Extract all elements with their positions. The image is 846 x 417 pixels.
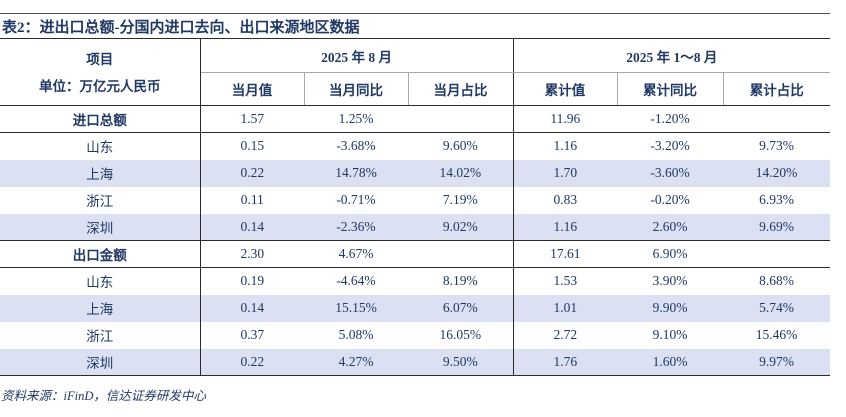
unit-label: 单位：万亿元人民币 bbox=[39, 79, 161, 94]
sub-header-monthly-yoy: 当月同比 bbox=[303, 72, 408, 106]
table-row: 山东 0.15 -3.68% 9.60% 1.16 -3.20% 9.73% bbox=[0, 132, 830, 160]
value-cell: 1.16 bbox=[512, 213, 618, 241]
sub-header-row: 当月值 当月同比 当月占比 累计值 累计同比 累计占比 bbox=[0, 72, 831, 106]
value-cell bbox=[408, 105, 514, 133]
value-cell: 0.22 bbox=[199, 348, 304, 376]
sub-header-cumulative-value: 累计值 bbox=[512, 72, 618, 106]
value-cell: 11.96 bbox=[512, 105, 618, 133]
table-row: 上海 0.22 14.78% 14.02% 1.70 -3.60% 14.20% bbox=[0, 159, 831, 187]
table-row: 上海 0.14 15.15% 6.07% 1.01 9.90% 5.74% bbox=[0, 294, 831, 322]
value-cell: 9.73% bbox=[759, 138, 794, 154]
sub-header-cumulative-share: 累计占比 bbox=[722, 72, 831, 106]
group-header-2025-1-8: 2025 年 1～8 月 bbox=[512, 38, 831, 73]
value-cell: -3.68% bbox=[336, 138, 376, 154]
data-table: 项目 单位：万亿元人民币 2025 年 8 月 2025 年 1～8 月 当月值… bbox=[0, 38, 831, 376]
value-cell: 0.14 bbox=[199, 294, 304, 322]
group-header-row: 项目 单位：万亿元人民币 2025 年 8 月 2025 年 1～8 月 bbox=[0, 38, 831, 106]
region-label: 上海 bbox=[86, 302, 114, 317]
value-cell: 1.01 bbox=[512, 294, 618, 322]
sub-header-monthly-value: 当月值 bbox=[199, 72, 304, 106]
value-cell: 16.05% bbox=[439, 327, 482, 342]
value-cell: -1.20% bbox=[617, 105, 724, 133]
value-cell: 8.19% bbox=[442, 273, 478, 289]
value-cell: 4.27% bbox=[304, 348, 408, 376]
value-cell: 0.83 bbox=[512, 186, 618, 214]
value-cell: 2.60% bbox=[652, 218, 688, 234]
value-cell: 3.90% bbox=[652, 273, 688, 289]
table-row: 进口总额 1.57 1.25% 11.96 -1.20% bbox=[0, 105, 831, 133]
value-cell: 0.19 bbox=[199, 267, 304, 295]
value-cell: 4.67% bbox=[304, 240, 408, 268]
value-cell bbox=[408, 240, 514, 268]
top-rule bbox=[0, 13, 830, 14]
value-cell: -0.20% bbox=[650, 192, 690, 207]
value-cell: -0.71% bbox=[336, 192, 376, 207]
value-cell: 17.61 bbox=[512, 240, 618, 268]
value-cell: 1.76 bbox=[512, 348, 618, 376]
value-cell: 9.02% bbox=[442, 218, 478, 234]
region-label: 深圳 bbox=[0, 348, 200, 376]
value-cell: 9.10% bbox=[652, 327, 688, 342]
project-label: 项目 bbox=[86, 52, 114, 67]
sub-header-cumulative-yoy: 累计同比 bbox=[616, 72, 724, 106]
value-cell: 0.11 bbox=[199, 186, 304, 214]
value-cell: 6.93% bbox=[759, 192, 794, 207]
region-label: 山东 bbox=[86, 275, 114, 291]
value-cell: 2.30 bbox=[199, 240, 304, 268]
value-cell: 15.15% bbox=[335, 300, 377, 315]
value-cell: 9.97% bbox=[723, 348, 831, 376]
value-cell: 9.90% bbox=[652, 300, 688, 315]
value-cell: -3.20% bbox=[650, 138, 690, 154]
value-cell: 1.25% bbox=[304, 105, 408, 133]
value-cell: 14.20% bbox=[755, 165, 798, 180]
value-cell: 6.90% bbox=[617, 240, 724, 268]
source-note: 资料来源：iFinD，信达证券研发中心 bbox=[1, 389, 206, 403]
table-row: 出口金额 2.30 4.67% 17.61 6.90% bbox=[0, 240, 831, 268]
value-cell: 1.70 bbox=[512, 159, 618, 187]
value-cell: 8.68% bbox=[759, 273, 794, 289]
sub-header-monthly-share: 当月占比 bbox=[407, 72, 514, 106]
value-cell: 14.78% bbox=[335, 165, 377, 180]
value-cell: 0.14 bbox=[199, 213, 304, 241]
table-row: 深圳 0.22 4.27% 9.50% 1.76 1.60% 9.97% bbox=[0, 348, 831, 376]
region-label: 上海 bbox=[86, 167, 114, 182]
table-row: 山东 0.19 -4.64% 8.19% 1.53 3.90% 8.68% bbox=[0, 267, 830, 295]
section-label: 进口总额 bbox=[0, 105, 200, 133]
region-label: 山东 bbox=[86, 140, 114, 156]
table-row: 浙江 0.37 5.08% 16.05% 2.72 9.10% 15.46% bbox=[0, 321, 830, 349]
value-cell bbox=[723, 240, 831, 268]
section-label: 出口金额 bbox=[0, 240, 200, 268]
value-cell: 0.22 bbox=[199, 159, 304, 187]
value-cell: -2.36% bbox=[336, 218, 376, 234]
value-cell: 14.02% bbox=[439, 165, 482, 180]
value-cell: 9.60% bbox=[442, 138, 478, 154]
value-cell: 0.15 bbox=[199, 132, 304, 160]
value-cell: 2.72 bbox=[512, 321, 618, 349]
value-cell: -4.64% bbox=[336, 273, 376, 289]
group-header-2025-08: 2025 年 8 月 bbox=[200, 38, 514, 73]
value-cell: 1.53 bbox=[512, 267, 618, 295]
value-cell: 9.69% bbox=[759, 218, 794, 234]
value-cell: 5.08% bbox=[338, 327, 374, 342]
value-cell: 1.60% bbox=[617, 348, 724, 376]
table-title: 表2：进出口总额-分国内进口去向、出口来源地区数据 bbox=[2, 20, 360, 36]
region-label: 浙江 bbox=[86, 329, 114, 344]
region-label: 深圳 bbox=[86, 220, 114, 236]
value-cell: 1.16 bbox=[512, 132, 618, 160]
value-cell: 6.07% bbox=[442, 300, 478, 315]
value-cell: 1.57 bbox=[199, 105, 304, 133]
table-row: 浙江 0.11 -0.71% 7.19% 0.83 -0.20% 6.93% bbox=[0, 186, 830, 214]
table-row: 深圳 0.14 -2.36% 9.02% 1.16 2.60% 9.69% bbox=[0, 213, 831, 241]
value-cell: 0.37 bbox=[199, 321, 304, 349]
project-header: 项目 单位：万亿元人民币 bbox=[0, 38, 201, 106]
value-cell bbox=[723, 105, 831, 133]
value-cell: -3.60% bbox=[650, 165, 690, 180]
value-cell: 9.50% bbox=[408, 348, 514, 376]
region-label: 浙江 bbox=[86, 194, 114, 209]
table-body: 进口总额 1.57 1.25% 11.96 -1.20% 山东 0.15 -3.68% 9.60… bbox=[0, 105, 831, 376]
value-cell: 5.74% bbox=[759, 300, 794, 315]
value-cell: 15.46% bbox=[755, 327, 798, 342]
value-cell: 7.19% bbox=[442, 192, 478, 207]
